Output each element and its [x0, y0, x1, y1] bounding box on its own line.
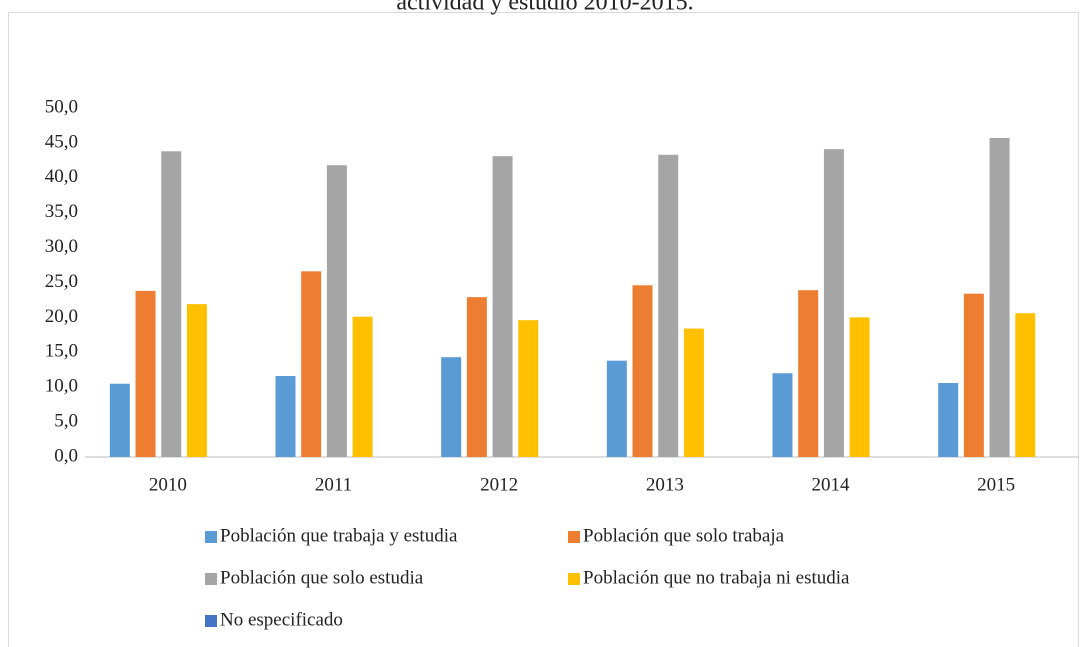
bar: [632, 285, 653, 457]
bar: [441, 357, 462, 457]
bar: [1015, 313, 1036, 457]
y-tick-label: 40,0: [45, 166, 78, 187]
y-tick-label: 15,0: [45, 341, 78, 362]
bar: [938, 383, 959, 457]
bar: [161, 151, 182, 457]
legend-swatch: [205, 615, 217, 627]
x-tick-label: 2011: [315, 474, 352, 495]
bar: [326, 165, 347, 457]
bar: [798, 290, 819, 457]
legend-swatch: [568, 573, 580, 585]
bar: [823, 149, 844, 457]
legend-label: No especificado: [220, 609, 343, 630]
bar: [352, 316, 373, 457]
bar: [492, 156, 513, 458]
legend-swatch: [205, 531, 217, 543]
y-tick-label: 5,0: [54, 410, 78, 431]
legend-swatch: [568, 531, 580, 543]
x-tick-label: 2014: [812, 474, 851, 495]
bar: [186, 304, 207, 457]
bar: [683, 328, 704, 457]
y-tick-label: 50,0: [45, 96, 78, 117]
bar: [109, 383, 130, 457]
bar: [466, 297, 487, 457]
bar: [658, 154, 679, 458]
chart-title: actividad y estudio 2010-2015.: [396, 0, 693, 16]
y-tick-label: 45,0: [45, 131, 78, 152]
x-tick-label: 2015: [977, 474, 1015, 495]
bar: [772, 373, 793, 457]
legend-label: Población que solo trabaja: [583, 525, 785, 546]
y-tick-label: 25,0: [45, 271, 78, 292]
bar: [989, 138, 1010, 457]
x-tick-label: 2012: [480, 474, 518, 495]
y-tick-label: 35,0: [45, 201, 78, 222]
bar: [275, 376, 296, 457]
chart-frame: [8, 12, 1079, 647]
x-tick-label: 2010: [149, 474, 187, 495]
y-tick-label: 30,0: [45, 236, 78, 257]
legend-label: Población que no trabaja ni estudia: [583, 567, 850, 588]
bar: [301, 271, 322, 457]
bar: [518, 320, 539, 457]
legend-label: Población que trabaja y estudia: [220, 525, 458, 546]
legend-swatch: [205, 573, 217, 585]
bar: [963, 293, 984, 457]
y-tick-label: 10,0: [45, 376, 78, 397]
y-tick-label: 0,0: [54, 445, 78, 466]
legend-label: Población que solo estudia: [220, 567, 424, 588]
y-tick-label: 20,0: [45, 306, 78, 327]
bar: [135, 290, 156, 457]
bar: [849, 317, 870, 457]
x-tick-label: 2013: [646, 474, 684, 495]
bar: [606, 360, 627, 457]
